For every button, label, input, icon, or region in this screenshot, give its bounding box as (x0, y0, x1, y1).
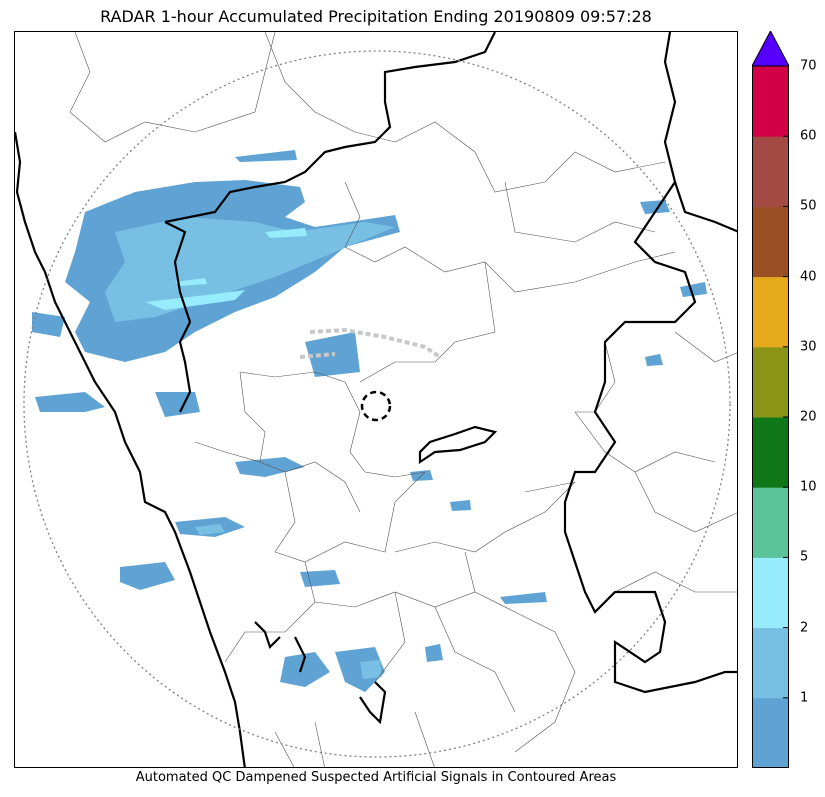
colorbar-bin (752, 206, 789, 278)
radar-map-canvas (15, 32, 737, 767)
colorbar-tick-label: 10 (800, 479, 817, 495)
colorbar (752, 31, 789, 768)
moderate-rain-cores (145, 228, 307, 310)
colorbar-tick-label: 70 (800, 58, 817, 74)
colorbar-bin (752, 697, 789, 768)
colorbar-bin (752, 487, 789, 558)
colorbar-bin (752, 136, 789, 207)
colorbar-bin (752, 627, 789, 699)
colorbar-bin (752, 276, 789, 348)
range-ring (23, 50, 731, 758)
map-title: RADAR 1-hour Accumulated Precipitation E… (100, 7, 652, 26)
colorbar-tick-label: 40 (800, 269, 817, 285)
radar-site-marker (360, 390, 392, 422)
colorbar-bin (752, 417, 789, 488)
district-boundaries (69, 32, 737, 767)
colorbar-tick-label: 30 (800, 339, 817, 355)
colorbar-overflow-triangle (752, 31, 789, 67)
qc-caption: Automated QC Dampened Suspected Artifici… (135, 770, 617, 785)
colorbar-bin (752, 346, 789, 418)
colorbar-tick-label: 2 (800, 620, 809, 636)
light-rain-cores (105, 217, 395, 679)
state-boundaries (15, 32, 737, 767)
colorbar-tick-label: 5 (800, 549, 809, 565)
colorbar-tick-label: 50 (800, 198, 817, 214)
qc-contours (299, 327, 442, 359)
colorbar-tick-label: 60 (800, 128, 817, 144)
radar-map[interactable] (14, 31, 738, 768)
colorbar-bin (752, 557, 789, 629)
colorbar-tick-label: 20 (800, 409, 817, 425)
colorbar-tick-label: 1 (800, 690, 809, 706)
colorbar-bin (752, 66, 789, 137)
